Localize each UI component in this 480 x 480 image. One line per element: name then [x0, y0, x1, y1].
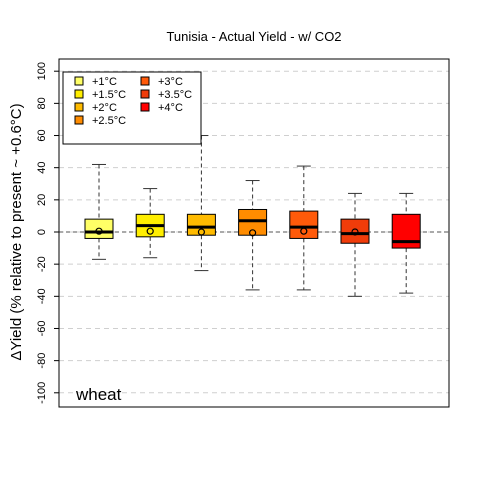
- box: [186, 213, 216, 236]
- legend-label: +2.5°C: [92, 115, 126, 127]
- mean-marker: [197, 228, 205, 236]
- boxplot: [238, 180, 268, 291]
- mean-marker: [249, 229, 257, 237]
- legend-swatch: [74, 115, 84, 125]
- legend-swatch: [74, 76, 84, 86]
- legend-label: +4°C: [158, 102, 183, 114]
- legend: +1°C+1.5°C+2°C+2.5°C +3°C+3.5°C+4°C: [62, 71, 202, 145]
- y-tick-label: 0: [36, 229, 48, 235]
- y-tick-label: -100: [36, 382, 48, 404]
- y-axis: -100 -80 -60 -40 -20 0 20 40 60 80 100: [36, 62, 59, 404]
- mean-marker: [300, 227, 308, 235]
- legend-label: +3°C: [158, 76, 183, 88]
- y-tick-label: 40: [36, 162, 48, 174]
- y-tick-label: 20: [36, 194, 48, 206]
- y-tick-label: 100: [36, 62, 48, 80]
- y-tick-label: -60: [36, 321, 48, 337]
- legend-swatch: [140, 102, 150, 112]
- chart-title: Tunisia - Actual Yield - w/ CO2: [166, 29, 341, 44]
- y-tick-label: -80: [36, 353, 48, 369]
- legend-swatch: [74, 102, 84, 112]
- y-tick-label: -20: [36, 256, 48, 272]
- panel-annotation: wheat: [75, 385, 122, 404]
- boxplot: [84, 163, 114, 260]
- mean-marker: [95, 227, 103, 235]
- y-tick-label: 60: [36, 129, 48, 141]
- legend-label: +1.5°C: [92, 89, 126, 101]
- boxplot: [135, 188, 165, 259]
- legend-swatch: [140, 76, 150, 86]
- y-tick-label: -40: [36, 288, 48, 304]
- box: [340, 218, 370, 244]
- mean-marker: [351, 228, 359, 236]
- legend-swatch: [140, 89, 150, 99]
- plot-frame: [58, 58, 450, 408]
- legend-label: +2°C: [92, 102, 117, 114]
- legend-swatch: [74, 89, 84, 99]
- boxplot: [186, 135, 216, 272]
- mean-marker: [146, 227, 154, 235]
- legend-label: +1°C: [92, 76, 117, 88]
- y-axis-label: ΔYield (% relative to present ~ +0.6°C): [8, 103, 25, 360]
- boxplot: [340, 192, 370, 297]
- boxplot: [289, 165, 319, 291]
- boxplots: [84, 135, 421, 297]
- legend-box: [62, 71, 202, 145]
- box: [238, 208, 268, 236]
- y-tick-label: 80: [36, 97, 48, 109]
- legend-label: +3.5°C: [158, 89, 192, 101]
- boxplot: [391, 192, 421, 294]
